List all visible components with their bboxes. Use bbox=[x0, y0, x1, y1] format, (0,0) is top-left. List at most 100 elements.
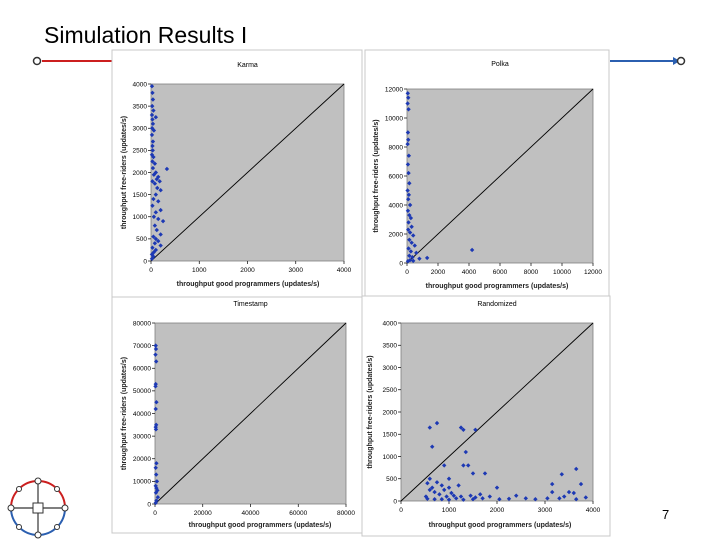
data-point bbox=[154, 479, 160, 484]
data-point bbox=[158, 232, 163, 237]
data-point bbox=[406, 153, 412, 158]
data-point bbox=[149, 84, 155, 89]
x-tick-label: 10000 bbox=[553, 269, 571, 276]
data-point bbox=[151, 214, 157, 219]
data-point bbox=[149, 132, 155, 138]
data-point bbox=[153, 381, 158, 387]
x-tick-label: 20000 bbox=[194, 510, 212, 517]
y-tick-label: 12000 bbox=[385, 86, 403, 93]
x-tick-label: 4000 bbox=[337, 267, 352, 274]
x-axis-label: throughput good programmers (updates/s) bbox=[426, 283, 569, 290]
chart-timestamp: Timestamp 0 20000 40000 60000 80000 0 10000 2000… bbox=[111, 296, 365, 534]
y-tick-label: 30000 bbox=[133, 433, 151, 440]
data-point bbox=[405, 162, 411, 167]
data-point bbox=[152, 223, 158, 228]
data-point bbox=[562, 494, 567, 499]
slide-title: Simulation Results I bbox=[44, 22, 248, 48]
data-point bbox=[405, 141, 410, 147]
data-point bbox=[152, 181, 158, 186]
x-tick-label: 12000 bbox=[584, 269, 602, 276]
data-point bbox=[432, 489, 437, 495]
data-point bbox=[410, 255, 415, 260]
data-point bbox=[155, 495, 161, 500]
data-point bbox=[463, 449, 468, 455]
y-tick-label: 50000 bbox=[133, 388, 151, 395]
y-tick-label: 3000 bbox=[383, 365, 398, 372]
y-tick-label: 0 bbox=[143, 258, 147, 265]
x-axis-label: throughput good programmers (updates/s) bbox=[189, 522, 332, 529]
chart-title: Karma bbox=[237, 62, 258, 69]
x-tick-label: 3000 bbox=[538, 507, 553, 514]
y-tick-label: 40000 bbox=[133, 411, 151, 418]
data-point bbox=[152, 161, 158, 166]
header-arrow-icon bbox=[673, 57, 680, 65]
data-point bbox=[550, 489, 555, 495]
data-point bbox=[151, 154, 156, 160]
data-point bbox=[150, 165, 156, 171]
y-tick-label: 1500 bbox=[383, 432, 398, 439]
data-point bbox=[461, 463, 466, 468]
y-tick-label: 60000 bbox=[133, 366, 151, 373]
y-tick-label: 3000 bbox=[133, 126, 148, 133]
data-point bbox=[411, 258, 416, 264]
x-tick-label: 2000 bbox=[431, 269, 446, 276]
data-point bbox=[434, 480, 440, 485]
data-point bbox=[437, 492, 442, 497]
data-point bbox=[466, 463, 471, 468]
diagonal-line bbox=[154, 322, 347, 505]
data-point bbox=[153, 406, 158, 412]
data-point bbox=[414, 250, 419, 256]
data-point bbox=[430, 485, 435, 490]
data-point bbox=[444, 494, 449, 499]
data-point bbox=[150, 179, 155, 184]
data-point bbox=[406, 192, 412, 198]
data-point bbox=[150, 143, 155, 149]
data-point bbox=[470, 471, 476, 476]
data-point bbox=[154, 399, 159, 405]
x-axis-label: throughput good programmers (updates/s) bbox=[429, 522, 572, 529]
data-point bbox=[151, 128, 157, 133]
data-point bbox=[434, 420, 440, 426]
y-axis-label: throughput free-riders (updates/s) bbox=[373, 119, 380, 232]
x-tick-label: 80000 bbox=[337, 510, 355, 517]
y-tick-label: 3500 bbox=[133, 103, 148, 110]
data-point bbox=[456, 483, 461, 488]
data-point bbox=[150, 139, 156, 144]
data-point bbox=[153, 427, 159, 432]
chart-randomized: Randomized 0 1000 2000 3000 4000 0 500 1000 1500 2… bbox=[361, 295, 611, 537]
y-tick-label: 500 bbox=[136, 236, 147, 243]
data-point bbox=[557, 496, 562, 501]
data-point bbox=[514, 493, 519, 498]
data-point bbox=[458, 494, 464, 499]
data-point bbox=[156, 238, 161, 244]
data-point bbox=[149, 112, 155, 118]
y-tick-label: 70000 bbox=[133, 343, 151, 350]
y-tick-label: 2500 bbox=[383, 387, 398, 394]
data-point bbox=[150, 159, 155, 164]
data-point bbox=[487, 494, 492, 499]
data-point bbox=[153, 500, 158, 506]
chart-title: Randomized bbox=[477, 301, 516, 308]
page-number: 7 bbox=[662, 507, 670, 522]
data-point bbox=[153, 210, 159, 215]
data-point bbox=[153, 384, 158, 389]
data-point bbox=[153, 490, 159, 495]
y-tick-label: 1000 bbox=[133, 214, 148, 221]
data-point bbox=[574, 466, 579, 472]
data-point bbox=[164, 166, 170, 172]
data-point bbox=[150, 97, 156, 102]
data-point bbox=[153, 472, 159, 477]
data-point bbox=[574, 497, 579, 502]
header-line-right-dot bbox=[676, 56, 686, 66]
data-point bbox=[506, 496, 512, 501]
y-tick-label: 8000 bbox=[389, 144, 404, 151]
data-point bbox=[153, 236, 159, 242]
data-point bbox=[406, 137, 411, 142]
y-tick-label: 10000 bbox=[133, 479, 151, 486]
y-tick-label: 0 bbox=[393, 498, 397, 505]
data-point bbox=[409, 240, 414, 245]
data-point bbox=[427, 425, 432, 430]
data-point bbox=[439, 497, 444, 502]
data-point bbox=[405, 101, 410, 106]
y-tick-label: 4000 bbox=[383, 320, 398, 327]
